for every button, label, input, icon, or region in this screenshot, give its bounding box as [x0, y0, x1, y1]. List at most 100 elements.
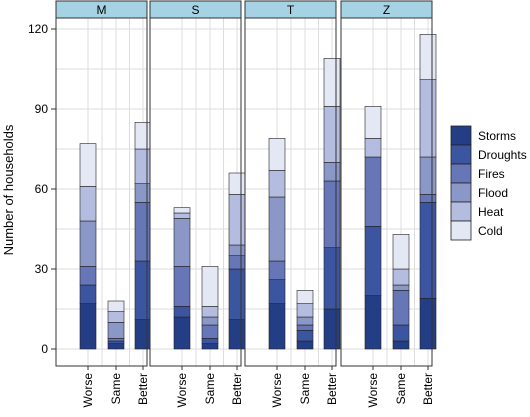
panel-strip-label: T — [287, 3, 295, 17]
bar-segment-fires — [392, 290, 410, 326]
bar-segment-fires — [228, 255, 246, 270]
x-tick-label: Same — [394, 373, 408, 405]
bar-z-worse — [364, 106, 382, 350]
bar-m-better — [134, 122, 152, 350]
bar-segment-heat — [364, 138, 382, 158]
bar-segment-storms — [201, 343, 219, 350]
bar-segment-fires — [364, 156, 382, 227]
panel-z: Z Worse Same Better — [340, 0, 437, 407]
bar-s-worse — [173, 207, 191, 350]
bar-segment-flood — [296, 316, 314, 326]
bar-t-same — [296, 290, 314, 350]
bar-t-worse — [268, 138, 286, 350]
legend-swatch-cold — [450, 220, 472, 241]
bar-segment-droughts — [392, 324, 410, 342]
bar-segment-storms — [296, 340, 314, 350]
legend-label-storms: Storms — [478, 129, 516, 143]
x-tick-label: Better — [325, 373, 339, 405]
bar-segment-droughts — [79, 284, 97, 304]
bar-segment-droughts — [296, 330, 314, 342]
bar-segment-droughts — [323, 247, 341, 310]
bar-z-same — [392, 234, 410, 350]
bar-segment-storms — [134, 319, 152, 350]
bar-segment-flood — [107, 322, 125, 339]
bar-segment-flood — [173, 218, 191, 267]
legend-label-droughts: Droughts — [478, 148, 527, 162]
bar-segment-droughts — [228, 268, 246, 320]
bar-segment-flood — [228, 244, 246, 256]
bar-segment-flood — [268, 196, 286, 262]
y-tick-label: 120 — [28, 22, 48, 36]
x-tick-label: Same — [298, 373, 312, 405]
bar-segment-fires — [79, 266, 97, 286]
panel-s: S Worse Same Better — [149, 0, 246, 407]
facet-panels: M Worse Same Better S Worse Same Better T Worse Sa… — [55, 0, 437, 408]
x-tick-label: Same — [109, 373, 123, 405]
bar-segment-heat — [201, 306, 219, 318]
legend-swatch-fires — [450, 163, 472, 184]
bar-segment-flood — [392, 284, 410, 291]
bar-segment-storms — [419, 298, 437, 350]
x-tick-label: Better — [421, 373, 435, 405]
bar-segment-heat — [268, 170, 286, 198]
x-tick-label: Worse — [270, 373, 284, 408]
bar-segment-storms — [79, 303, 97, 350]
bar-m-same — [107, 300, 125, 350]
bar-segment-cold — [107, 300, 125, 312]
bar-m-worse — [79, 143, 97, 350]
bar-segment-fires — [268, 260, 286, 280]
bar-segment-fires — [134, 202, 152, 262]
bar-segment-heat — [323, 106, 341, 163]
panel-strip-label: M — [97, 3, 107, 17]
x-tick-label: Better — [136, 373, 150, 405]
bar-segment-heat — [296, 303, 314, 318]
bar-segment-cold — [268, 138, 286, 171]
x-tick-label: Worse — [81, 373, 95, 408]
bar-segment-cold — [134, 122, 152, 150]
bar-segment-fires — [419, 194, 437, 203]
bar-segment-droughts — [134, 260, 152, 320]
bar-segment-cold — [392, 234, 410, 270]
bar-segment-flood — [323, 162, 341, 182]
bar-segment-storms — [107, 343, 125, 350]
bar-segment-cold — [323, 58, 341, 107]
bar-segment-fires — [296, 324, 314, 331]
panel-strip-label: S — [191, 3, 199, 17]
bar-segment-cold — [228, 172, 246, 195]
bar-segment-heat — [173, 212, 191, 219]
panel-border — [149, 17, 242, 367]
bar-segment-heat — [392, 268, 410, 286]
legend-label-flood: Flood — [478, 186, 508, 200]
bar-segment-cold — [79, 143, 97, 187]
bar-segment-storms — [392, 340, 410, 350]
bar-segment-cold — [364, 106, 382, 139]
bar-segment-heat — [134, 148, 152, 184]
bar-segment-flood — [201, 316, 219, 326]
bar-segment-flood — [79, 220, 97, 267]
bar-segment-cold — [173, 207, 191, 214]
bar-segment-droughts — [419, 202, 437, 299]
bar-z-better — [419, 34, 437, 350]
panel-border — [55, 17, 148, 367]
bar-s-better — [228, 172, 246, 350]
bar-segment-heat — [107, 311, 125, 323]
bar-segment-cold — [296, 290, 314, 304]
bar-segment-fires — [107, 338, 125, 342]
bar-segment-droughts — [268, 279, 286, 304]
legend-label-fires: Fires — [478, 167, 505, 181]
y-tick-label: 0 — [41, 342, 48, 356]
y-axis-label: Number of households — [1, 124, 16, 255]
panel-grid — [56, 18, 147, 366]
panel-border — [340, 17, 433, 367]
bar-segment-heat — [228, 194, 246, 246]
legend-swatch-heat — [450, 201, 472, 222]
bar-segment-fires — [323, 180, 341, 248]
legend-swatch-storms — [450, 125, 472, 146]
bar-segment-storms — [228, 319, 246, 350]
bar-segment-droughts — [201, 338, 219, 344]
bar-segment-flood — [134, 183, 152, 203]
panel-m: M Worse Same Better — [55, 0, 152, 408]
y-tick-label: 30 — [35, 262, 49, 276]
bar-segment-storms — [364, 295, 382, 350]
